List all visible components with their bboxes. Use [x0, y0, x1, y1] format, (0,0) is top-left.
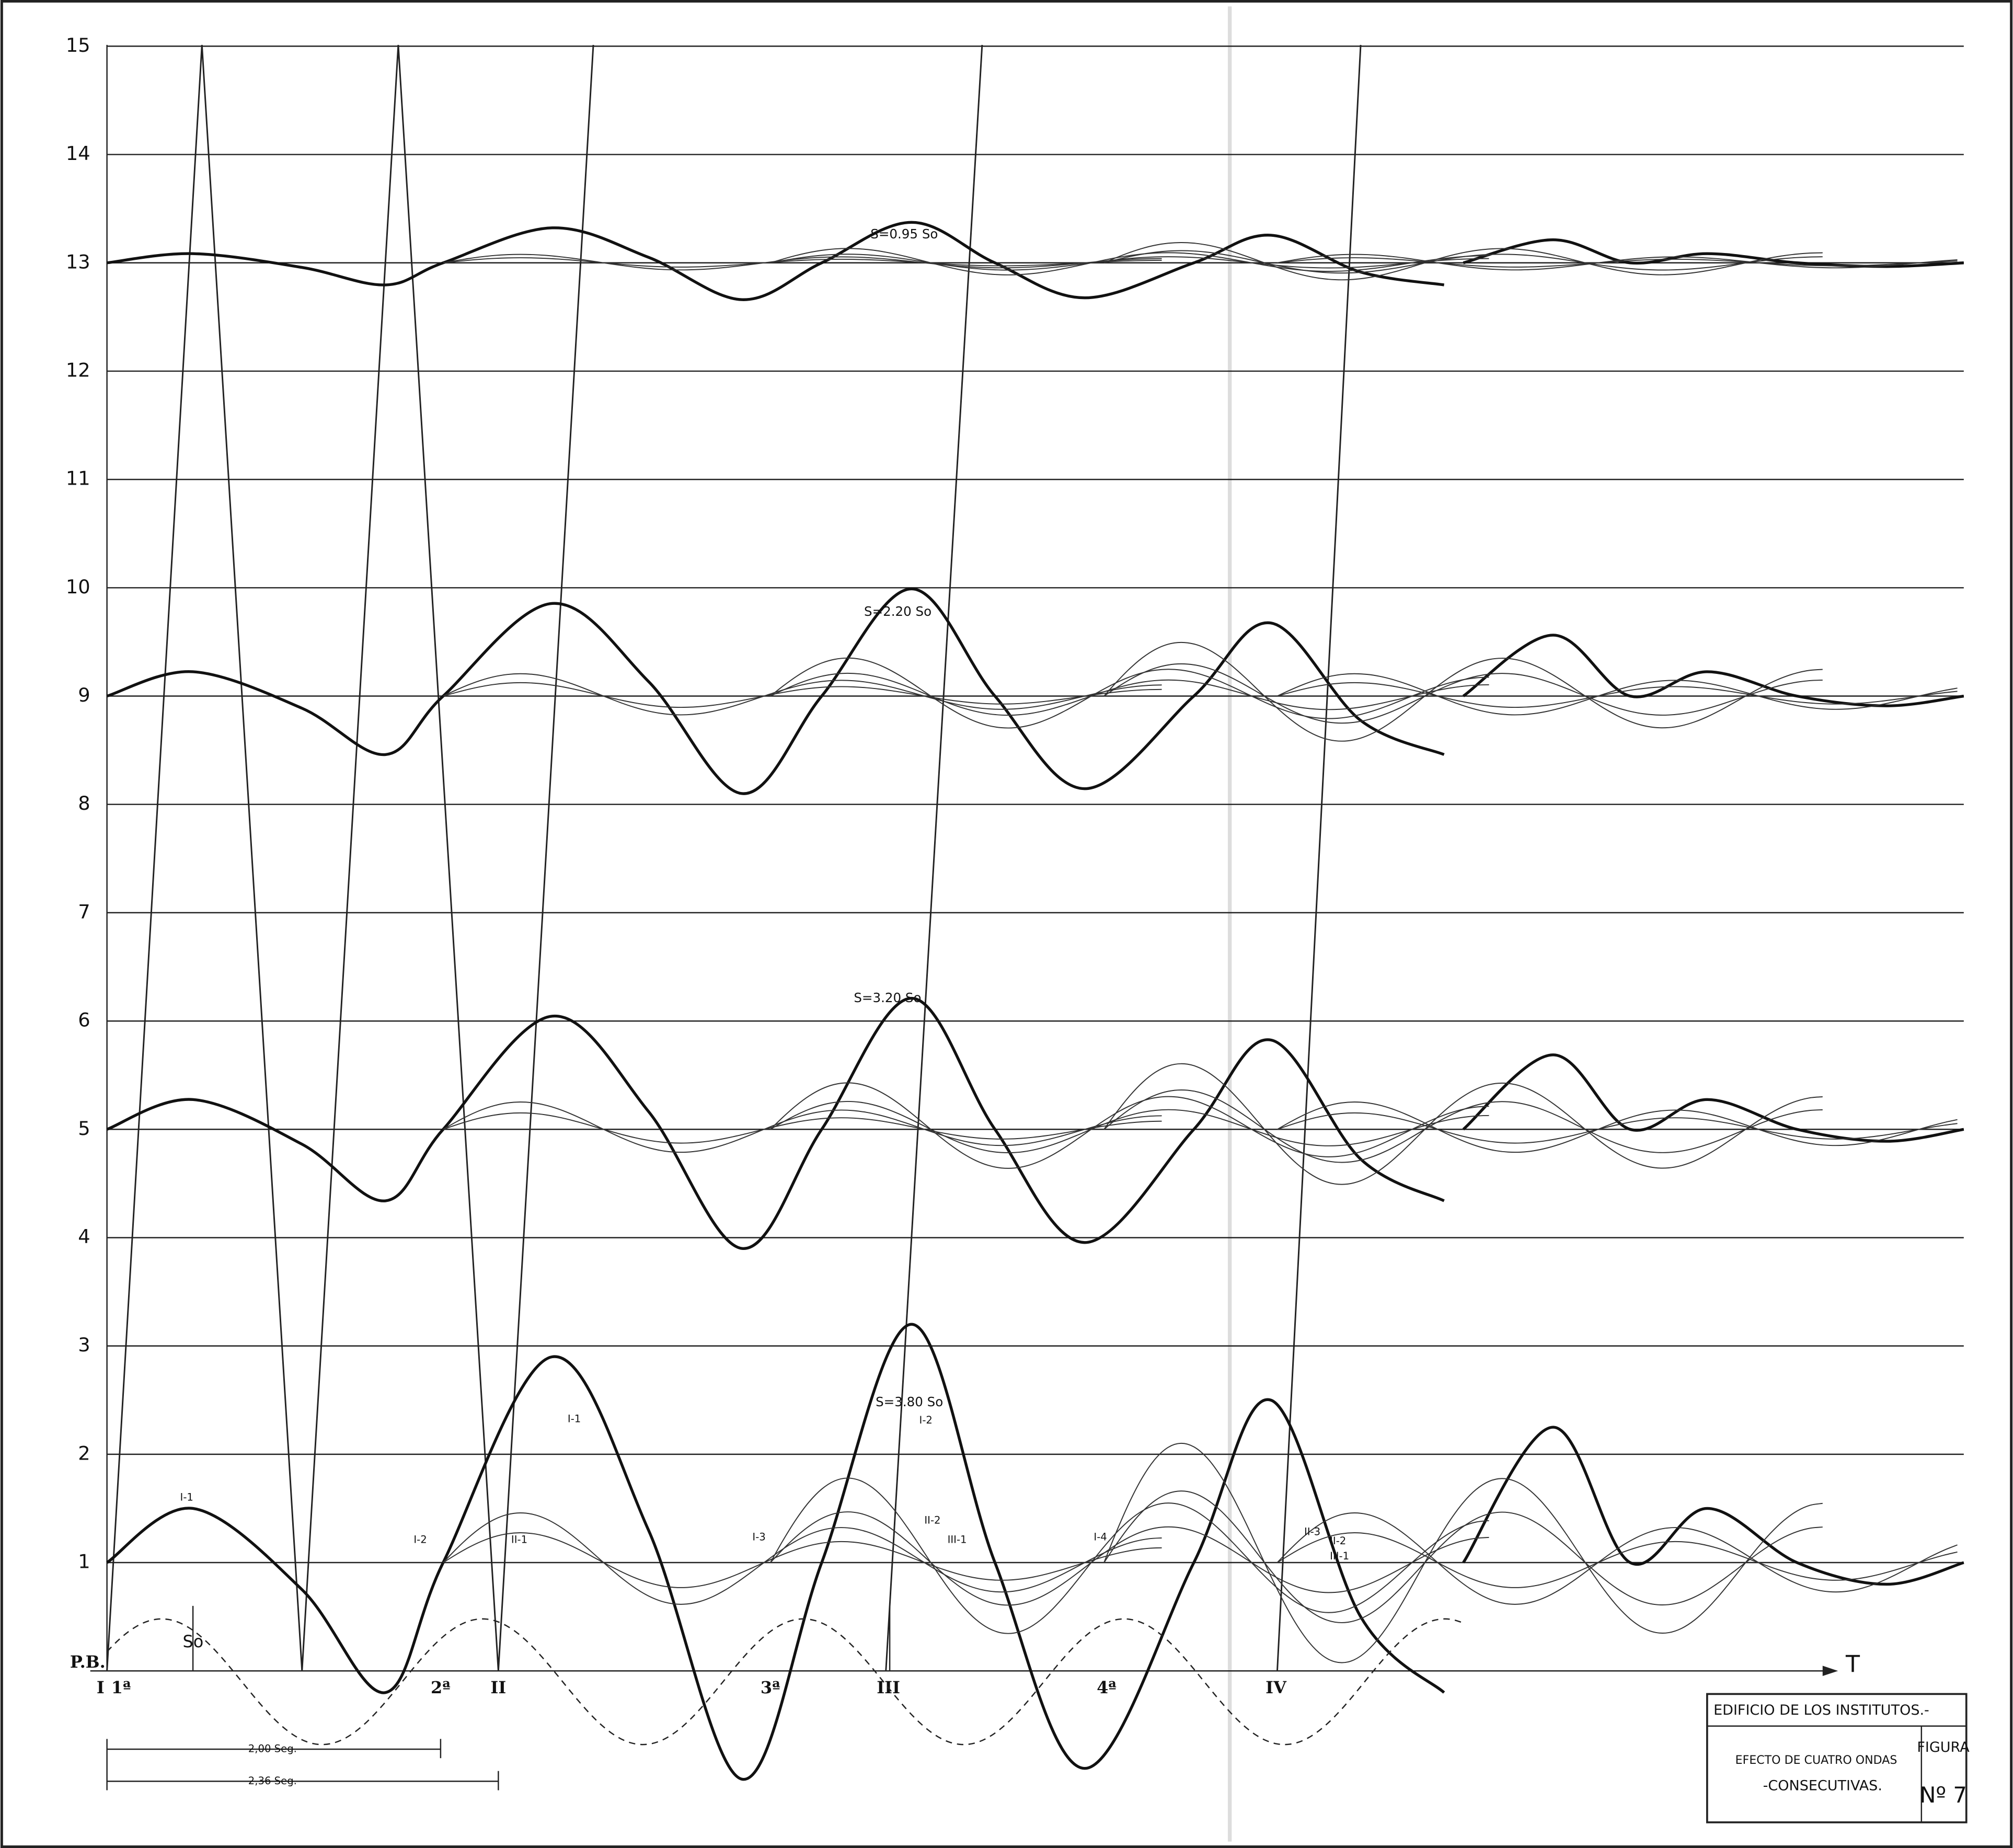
y-tick-label: 3: [78, 1334, 90, 1356]
wave-label: I: [97, 1678, 105, 1697]
component-curve: [443, 1532, 1162, 1588]
curve-label: I-3: [752, 1531, 765, 1543]
y-tick-label: 1: [78, 1551, 90, 1573]
response-curve: [1462, 634, 1964, 707]
y-tick-label: 8: [78, 792, 90, 814]
curve-label: I-2: [919, 1414, 933, 1426]
subtitle: EFECTO DE CUATRO ONDAS: [1735, 1753, 1897, 1767]
component-curve: [443, 1101, 1162, 1153]
component-curve: [1103, 1442, 1823, 1663]
y-tick-label: 7: [78, 900, 90, 923]
component-curve: [1276, 1512, 1958, 1605]
title-block: EDIFICIO DE LOS INSTITUTOS.- EFECTO DE C…: [1706, 1693, 1970, 1823]
origin-label: P.B.: [70, 1652, 106, 1672]
construction-line: [885, 44, 983, 1671]
wave-label: 1ª: [111, 1678, 131, 1697]
y-tick-label: 9: [78, 684, 90, 706]
response-curve: [1463, 238, 1964, 268]
component-curve: [770, 1082, 1489, 1169]
curve-label: II-3: [1304, 1526, 1320, 1538]
component-curve: [1103, 641, 1823, 742]
curve-label: II-2: [924, 1514, 940, 1526]
input-wave: [106, 1618, 1463, 1746]
y-tick-label: 11: [66, 467, 90, 490]
dimension-label: 2,36 Seg.: [248, 1775, 297, 1787]
y-tick-label: 13: [66, 250, 90, 273]
curve-label: II-2: [1330, 1535, 1346, 1547]
curve-label: I-4: [1094, 1531, 1107, 1543]
component-curve: [1103, 663, 1823, 724]
curve-label: I-1: [568, 1413, 581, 1425]
annotation: S=2.20 So: [864, 604, 931, 619]
component-curve: [769, 1477, 1489, 1634]
curve-label: I-1: [180, 1491, 193, 1503]
annotation: S=3.20 So: [854, 990, 921, 1005]
component-curve: [1276, 1532, 1958, 1588]
response-curve: [107, 221, 1445, 301]
component-curve: [770, 657, 1489, 729]
wave-label: II: [490, 1678, 506, 1697]
component-curve: [770, 1511, 1489, 1606]
x-label: T: [1845, 1651, 1860, 1678]
curve-label: III-1: [1330, 1550, 1349, 1562]
curves: S=0.95 So S=2.20 So S=3.20 So S=3.80 So So I-…: [106, 44, 1964, 1781]
component-curve: [770, 248, 1489, 276]
curve-label: I-2: [413, 1533, 427, 1545]
curve-label: III-1: [948, 1533, 967, 1545]
component-curve: [1103, 250, 1823, 274]
annotation: S=3.80 So: [876, 1394, 943, 1409]
annotation: S=0.95 So: [870, 226, 938, 242]
construction-line: [1276, 44, 1362, 1671]
title: EDIFICIO DE LOS INSTITUTOS.-: [1713, 1702, 1929, 1718]
component-curve: [1277, 682, 1958, 708]
wave-label: 4ª: [1097, 1678, 1117, 1697]
y-tick-label: 6: [78, 1009, 90, 1031]
component-curve: [1277, 257, 1958, 268]
subtitle: -CONSECUTIVAS.: [1763, 1778, 1882, 1794]
component-curve: [443, 673, 1162, 716]
y-tick-label: 15: [66, 34, 90, 56]
component-curve: [1277, 254, 1958, 271]
component-curve: [770, 254, 1489, 271]
y-tick-label: 5: [78, 1117, 90, 1140]
y-tick-label: 14: [66, 142, 90, 165]
component-curve: [1276, 1101, 1958, 1153]
dimension-label: 2,00 Seg.: [248, 1742, 297, 1754]
y-tick-label: 4: [78, 1225, 90, 1248]
response-curve: [1462, 1053, 1964, 1143]
component-curve: [1103, 1089, 1823, 1163]
wave-label: 2ª: [431, 1678, 451, 1697]
y-tick-label: 10: [66, 576, 90, 598]
component-curve: [443, 682, 1162, 708]
wave-label: 3ª: [761, 1678, 780, 1697]
component-curve: [1103, 1063, 1823, 1185]
wave-label: IV: [1266, 1678, 1287, 1697]
component-curve: [443, 1512, 1162, 1605]
component-curve: [443, 254, 1162, 271]
annotation: So: [182, 1632, 203, 1651]
y-tick-label: 12: [66, 359, 90, 381]
title-frame: [1706, 1693, 1968, 1823]
dimensions: [106, 1739, 499, 1790]
component-curve: [770, 1100, 1489, 1154]
arrow: [1822, 1666, 1838, 1677]
component-curve: [1103, 1490, 1823, 1623]
component-curve: [1277, 1112, 1958, 1144]
y-tick-label: 2: [78, 1442, 90, 1464]
component-curve: [1277, 673, 1958, 716]
response-curve: [106, 996, 1445, 1250]
component-curve: [443, 1112, 1162, 1144]
component-curve: [770, 672, 1489, 716]
curve-label: II-1: [511, 1533, 527, 1545]
component-curve: [1103, 242, 1823, 281]
figure-label: FIGURA: [1917, 1739, 1970, 1755]
component-curve: [443, 257, 1162, 268]
figure-number: Nº 7: [1919, 1782, 1967, 1808]
